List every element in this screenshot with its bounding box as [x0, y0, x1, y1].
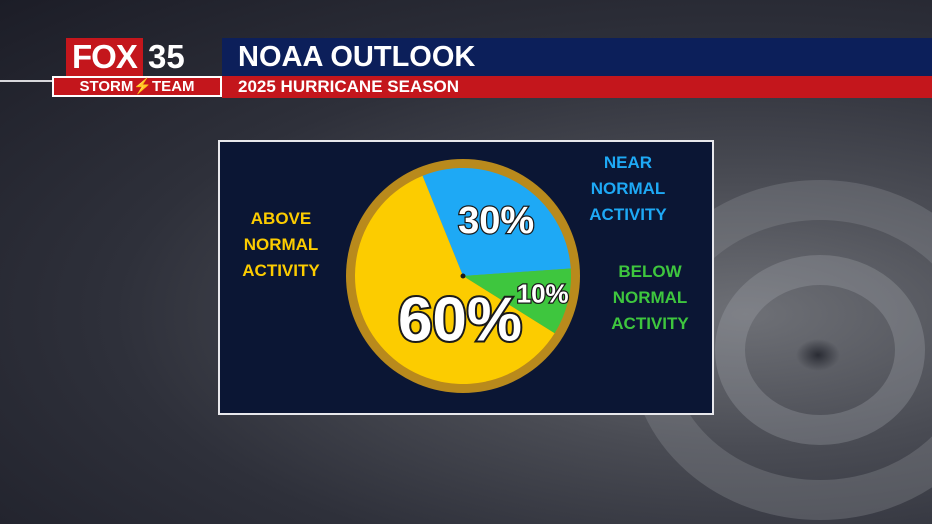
- slice-below-normal-value: 10%: [517, 279, 569, 309]
- outlook-panel: 30% 10% 60% ABOVE NORMAL ACTIVITY NEAR NOR…: [218, 140, 714, 415]
- slice-below-normal: [463, 268, 571, 334]
- slice-above-normal-value: 60%: [398, 285, 522, 354]
- pie-center-dot: [460, 273, 466, 279]
- label-near-normal: NEAR NORMAL ACTIVITY: [589, 153, 667, 224]
- slice-above-normal: [355, 175, 555, 384]
- logo-fox-text: FOX: [66, 38, 143, 76]
- slice-near-normal: [422, 168, 571, 276]
- logo-channel-number: 35: [148, 38, 185, 75]
- label-below-normal: BELOW NORMAL ACTIVITY: [611, 262, 689, 333]
- pie-chart: 30% 10%60%: [346, 159, 580, 393]
- label-above-normal: ABOVE NORMAL ACTIVITY: [242, 209, 320, 280]
- logo-storm-team: STORM⚡TEAM: [52, 76, 222, 97]
- header-rule: [0, 80, 60, 82]
- page-title: NOAA OUTLOOK: [222, 38, 932, 76]
- page-subtitle: 2025 HURRICANE SEASON: [222, 76, 932, 98]
- fox35-logo: FOX 35 STORM⚡TEAM: [52, 38, 222, 98]
- slice-near-normal-value: 30%: [458, 200, 534, 242]
